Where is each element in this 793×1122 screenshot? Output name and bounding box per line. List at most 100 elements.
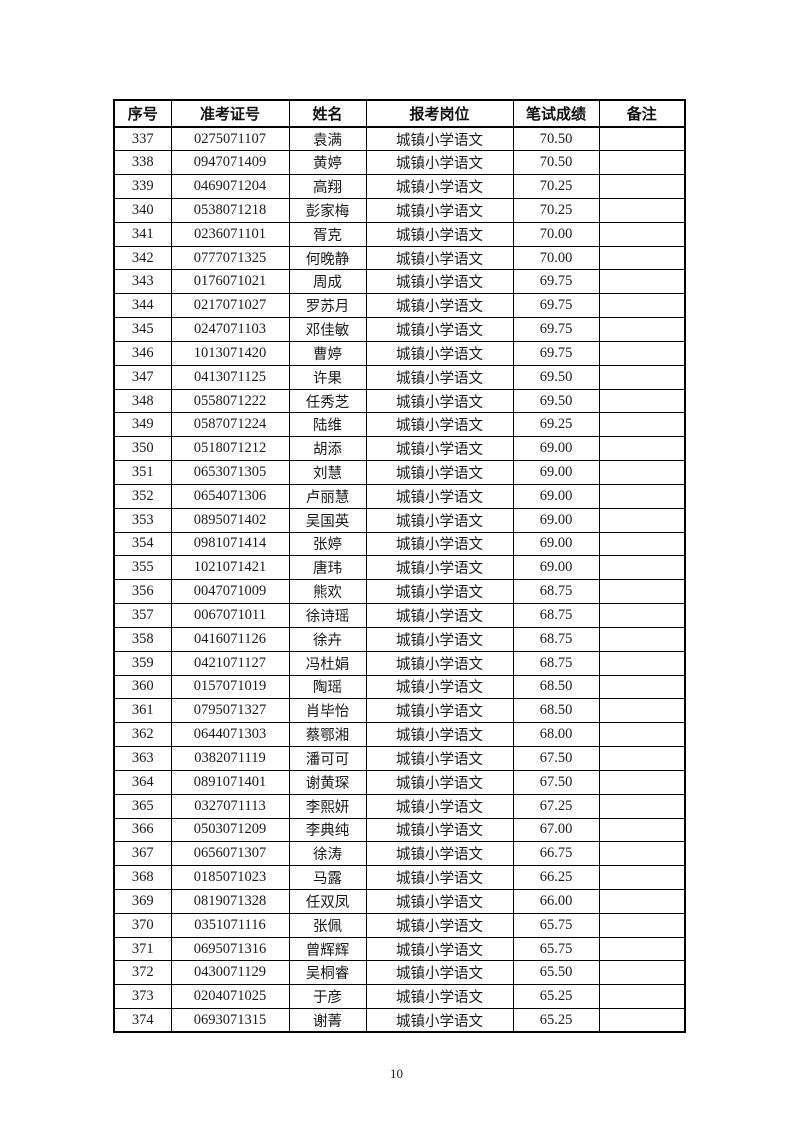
cell-index: 359: [113, 650, 172, 676]
cell-index: 352: [113, 483, 172, 509]
cell-remark: [598, 1008, 686, 1033]
cell-exam-id: 0469071204: [170, 174, 290, 199]
cell-name: 袁满: [288, 126, 367, 152]
table-row: 346 1013071420 曹婷 城镇小学语文 69.75: [113, 340, 686, 366]
table-row: 370 0351071116 张佩 城镇小学语文 65.75: [113, 912, 686, 938]
cell-index: 373: [113, 984, 172, 1010]
cell-exam-id: 0947071409: [170, 150, 290, 176]
cell-position: 城镇小学语文: [365, 460, 514, 485]
table-row: 351 0653071305 刘慧 城镇小学语文 69.00: [113, 460, 686, 485]
cell-index: 343: [113, 269, 172, 295]
cell-name: 罗苏月: [288, 293, 367, 319]
cell-name: 任双凤: [288, 889, 367, 914]
cell-score: 68.75: [512, 626, 600, 652]
cell-index: 374: [113, 1008, 172, 1033]
cell-index: 363: [113, 746, 172, 771]
cell-score: 66.25: [512, 865, 600, 890]
cell-name: 张婷: [288, 531, 367, 557]
table-row: 339 0469071204 高翔 城镇小学语文 70.25: [113, 174, 686, 199]
cell-score: 66.75: [512, 841, 600, 867]
cell-score: 65.25: [512, 1008, 600, 1033]
cell-remark: [598, 340, 686, 366]
cell-score: 69.00: [512, 460, 600, 485]
cell-score: 69.00: [512, 483, 600, 509]
cell-remark: [598, 984, 686, 1010]
cell-name: 张佩: [288, 912, 367, 938]
cell-name: 熊欢: [288, 579, 367, 605]
cell-remark: [598, 626, 686, 652]
cell-position: 城镇小学语文: [365, 817, 514, 843]
cell-exam-id: 0538071218: [170, 197, 290, 223]
cell-exam-id: 0247071103: [170, 317, 290, 342]
cell-position: 城镇小学语文: [365, 412, 514, 438]
cell-remark: [598, 126, 686, 152]
cell-score: 69.75: [512, 317, 600, 342]
cell-exam-id: 0819071328: [170, 889, 290, 914]
cell-exam-id: 0587071224: [170, 412, 290, 438]
cell-position: 城镇小学语文: [365, 269, 514, 295]
cell-position: 城镇小学语文: [365, 174, 514, 199]
cell-score: 68.00: [512, 722, 600, 748]
cell-name: 肖毕怡: [288, 698, 367, 724]
table-row: 371 0695071316 曾辉辉 城镇小学语文 65.75: [113, 936, 686, 962]
cell-exam-id: 0275071107: [170, 126, 290, 152]
cell-exam-id: 0981071414: [170, 531, 290, 557]
table-row: 348 0558071222 任秀芝 城镇小学语文 69.50: [113, 388, 686, 414]
cell-exam-id: 0503071209: [170, 817, 290, 843]
cell-position: 城镇小学语文: [365, 340, 514, 366]
cell-name: 邓佳敏: [288, 317, 367, 342]
cell-exam-id: 0654071306: [170, 483, 290, 509]
cell-exam-id: 0351071116: [170, 912, 290, 938]
cell-remark: [598, 722, 686, 748]
cell-name: 胡添: [288, 436, 367, 462]
cell-score: 65.50: [512, 960, 600, 986]
cell-name: 吴国英: [288, 507, 367, 533]
table-row: 337 0275071107 袁满 城镇小学语文 70.50: [113, 126, 686, 152]
cell-score: 69.00: [512, 436, 600, 462]
table-row: 365 0327071113 李熙妍 城镇小学语文 67.25: [113, 793, 686, 819]
cell-remark: [598, 197, 686, 223]
cell-index: 364: [113, 769, 172, 795]
cell-remark: [598, 269, 686, 295]
cell-name: 谢黄琛: [288, 769, 367, 795]
cell-position: 城镇小学语文: [365, 936, 514, 962]
cell-score: 65.75: [512, 912, 600, 938]
cell-remark: [598, 889, 686, 914]
cell-position: 城镇小学语文: [365, 531, 514, 557]
table-row: 354 0981071414 张婷 城镇小学语文 69.00: [113, 531, 686, 557]
cell-score: 66.00: [512, 889, 600, 914]
cell-name: 谢菁: [288, 1008, 367, 1033]
cell-position: 城镇小学语文: [365, 912, 514, 938]
cell-name: 何晚静: [288, 245, 367, 271]
cell-position: 城镇小学语文: [365, 960, 514, 986]
cell-name: 刘慧: [288, 460, 367, 485]
cell-index: 347: [113, 364, 172, 390]
cell-exam-id: 0327071113: [170, 793, 290, 819]
table-row: 361 0795071327 肖毕怡 城镇小学语文 68.50: [113, 698, 686, 724]
col-header-exam-id: 准考证号: [170, 99, 290, 128]
cell-position: 城镇小学语文: [365, 126, 514, 152]
cell-index: 362: [113, 722, 172, 748]
cell-name: 潘可可: [288, 746, 367, 771]
cell-position: 城镇小学语文: [365, 722, 514, 748]
cell-position: 城镇小学语文: [365, 245, 514, 271]
cell-remark: [598, 293, 686, 319]
cell-position: 城镇小学语文: [365, 626, 514, 652]
cell-index: 342: [113, 245, 172, 271]
cell-exam-id: 0217071027: [170, 293, 290, 319]
cell-index: 341: [113, 221, 172, 247]
cell-exam-id: 0693071315: [170, 1008, 290, 1033]
cell-score: 68.50: [512, 674, 600, 700]
cell-position: 城镇小学语文: [365, 221, 514, 247]
cell-name: 蔡鄂湘: [288, 722, 367, 748]
table-row: 347 0413071125 许果 城镇小学语文 69.50: [113, 364, 686, 390]
cell-remark: [598, 912, 686, 938]
cell-name: 徐涛: [288, 841, 367, 867]
col-header-index: 序号: [113, 99, 172, 128]
cell-position: 城镇小学语文: [365, 603, 514, 628]
cell-position: 城镇小学语文: [365, 197, 514, 223]
cell-index: 344: [113, 293, 172, 319]
cell-index: 348: [113, 388, 172, 414]
cell-score: 69.75: [512, 340, 600, 366]
cell-exam-id: 0558071222: [170, 388, 290, 414]
